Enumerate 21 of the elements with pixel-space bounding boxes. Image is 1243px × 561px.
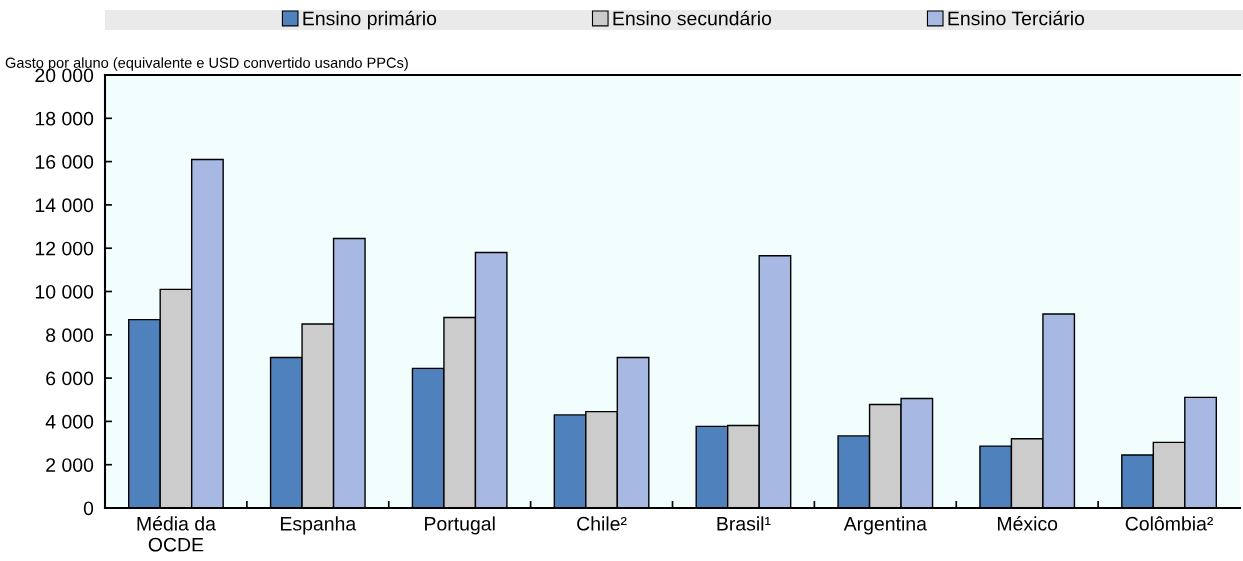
y-tick-label: 6 000 bbox=[46, 371, 94, 386]
y-tick-label: 0 bbox=[83, 501, 94, 516]
x-tick-label: Espanha bbox=[281, 516, 357, 535]
x-tick-label: Argentina bbox=[843, 516, 927, 535]
legend-label: Ensino secundário bbox=[613, 10, 772, 26]
legend-label: Ensino Terciário bbox=[948, 10, 1085, 26]
legend-label: Ensino primário bbox=[303, 10, 437, 30]
y-tick-label: 14 000 bbox=[35, 198, 94, 213]
y-tick-label: 2 000 bbox=[46, 458, 94, 472]
y-tick-label: 18 000 bbox=[35, 111, 94, 126]
y-tick-label: 8 000 bbox=[46, 328, 94, 343]
x-tick-label: Chile² bbox=[577, 516, 627, 531]
y-tick-label: 12 000 bbox=[35, 241, 94, 256]
y-tick-label: 10 000 bbox=[35, 284, 94, 299]
x-tick-label: Média da OCDE bbox=[137, 516, 216, 552]
x-tick-label: Colômbia² bbox=[1125, 516, 1213, 531]
y-tick-label: 16 000 bbox=[35, 155, 94, 169]
y-tick-label: 4 000 bbox=[45, 414, 94, 429]
x-tick-label: Brasil¹ bbox=[717, 516, 771, 531]
x-tick-label: México bbox=[997, 516, 1058, 531]
x-tick-label: Portugal bbox=[425, 516, 495, 535]
